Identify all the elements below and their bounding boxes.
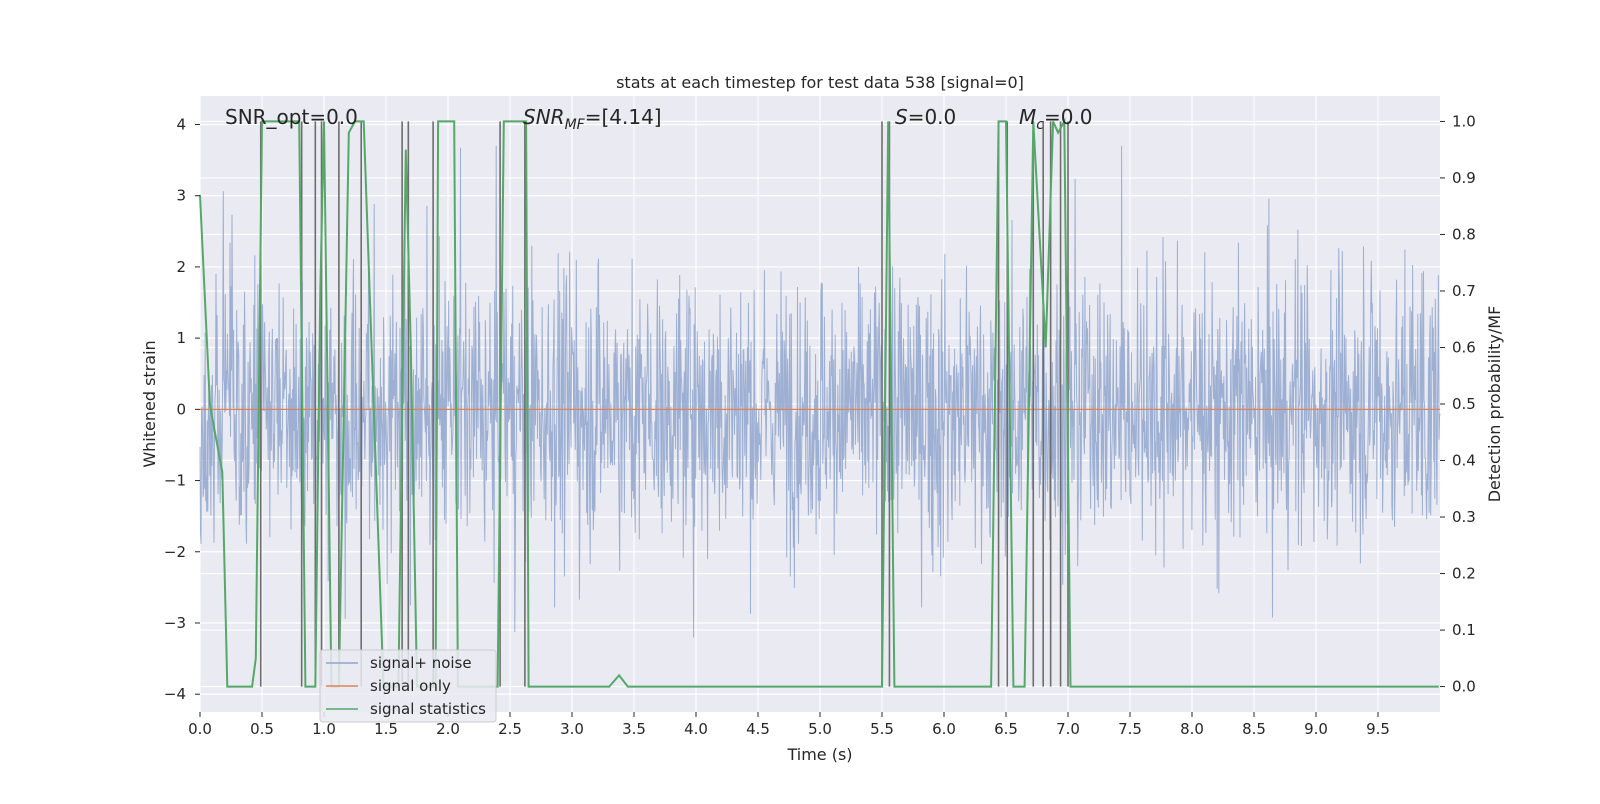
y-right-tick-label: 0.2 (1452, 565, 1476, 583)
y-right-tick-label: 0.3 (1452, 508, 1476, 526)
x-tick-label: 0.5 (250, 720, 274, 738)
x-tick-label: 3.0 (560, 720, 584, 738)
x-tick-label: 3.5 (622, 720, 646, 738)
annotation-s-name: S (895, 105, 908, 129)
x-tick-label: 2.5 (498, 720, 522, 738)
annotation-snr-opt: SNR_opt=0.0 (225, 105, 358, 129)
y-left-tick-label: 3 (176, 187, 186, 205)
annotation-snr-mf-sub: MF (565, 117, 586, 133)
y-right-tick-label: 0.9 (1452, 169, 1476, 187)
x-tick-label: 4.0 (684, 720, 708, 738)
chart-title: stats at each timestep for test data 538… (616, 73, 1024, 92)
x-tick-label: 0.0 (188, 720, 212, 738)
x-tick-label: 9.0 (1304, 720, 1328, 738)
y-left-tick-label: −2 (164, 543, 186, 561)
x-tick-label: 4.5 (746, 720, 770, 738)
legend: signal+ noise signal only signal statist… (319, 649, 497, 723)
x-tick-label: 5.0 (808, 720, 832, 738)
y-right-tick-label: 0.8 (1452, 225, 1476, 243)
legend-label-signal-only: signal only (370, 677, 451, 695)
x-tick-label: 8.0 (1180, 720, 1204, 738)
y-right-tick-label: 0.1 (1452, 621, 1476, 639)
y-left-tick-label: 0 (176, 400, 186, 418)
x-tick-label: 5.5 (870, 720, 894, 738)
x-tick-label: 1.0 (312, 720, 336, 738)
y-right-tick-label: 0.6 (1452, 338, 1476, 356)
legend-box (319, 649, 497, 723)
y-left-tick-label: −3 (164, 614, 186, 632)
signal-statistics-line (199, 117, 1439, 688)
x-tick-label: 1.5 (374, 720, 398, 738)
x-tick-label: 6.5 (994, 720, 1018, 738)
legend-label-signal-noise: signal+ noise (370, 654, 472, 672)
y-right-tick-label: 0.0 (1452, 678, 1476, 696)
annotation-mc-sub: c (1036, 117, 1044, 133)
y-right-tick-label: 0.7 (1452, 282, 1476, 300)
y-left-tick-label: 1 (176, 329, 186, 347)
x-axis-label: Time (s) (786, 745, 852, 764)
x-tick-label: 2.0 (436, 720, 460, 738)
signal-noise-line (199, 145, 1441, 638)
annotation-mc: Mc=0.0 (1019, 105, 1093, 133)
x-tick-label: 7.0 (1056, 720, 1080, 738)
threshold-markers (259, 121, 1069, 687)
y-right-tick-label: 1.0 (1452, 112, 1476, 130)
y-left-tick-label: −1 (164, 472, 186, 490)
y-axis-label-left: Whitened strain (140, 340, 159, 467)
y-left-tick-label: 4 (176, 115, 186, 133)
y-left-tick-label: 2 (176, 258, 186, 276)
y-left-tick-label: −4 (164, 685, 186, 703)
signal-noise-series (199, 145, 1441, 638)
x-tick-label: 6.0 (932, 720, 956, 738)
y-right-tick-label: 0.4 (1452, 452, 1476, 470)
tick-labels: 0.0 0.5 1.0 1.5 2.0 2.5 3.0 3.5 4.0 4.5 5.0 5.5 6.0 6… (164, 112, 1476, 738)
x-tick-label: 7.5 (1118, 720, 1142, 738)
legend-label-signal-statistics: signal statistics (370, 700, 486, 718)
annotation-s-value: =0.0 (908, 105, 957, 129)
signal-statistics-series (199, 117, 1439, 688)
annotation-snr-mf-name: SNR (523, 105, 565, 129)
annotation-snr-mf-value: =[4.14] (585, 105, 662, 129)
x-tick-label: 9.5 (1366, 720, 1390, 738)
annotation-mc-name: M (1019, 105, 1036, 129)
annotation-snr-mf: SNRMF=[4.14] (523, 105, 662, 133)
y-axis-label-right: Detection probability/MF (1485, 306, 1504, 503)
annotation-mc-value: =0.0 (1044, 105, 1093, 129)
annotation-s: S=0.0 (895, 105, 956, 129)
x-tick-label: 8.5 (1242, 720, 1266, 738)
y-right-tick-label: 0.5 (1452, 395, 1476, 413)
